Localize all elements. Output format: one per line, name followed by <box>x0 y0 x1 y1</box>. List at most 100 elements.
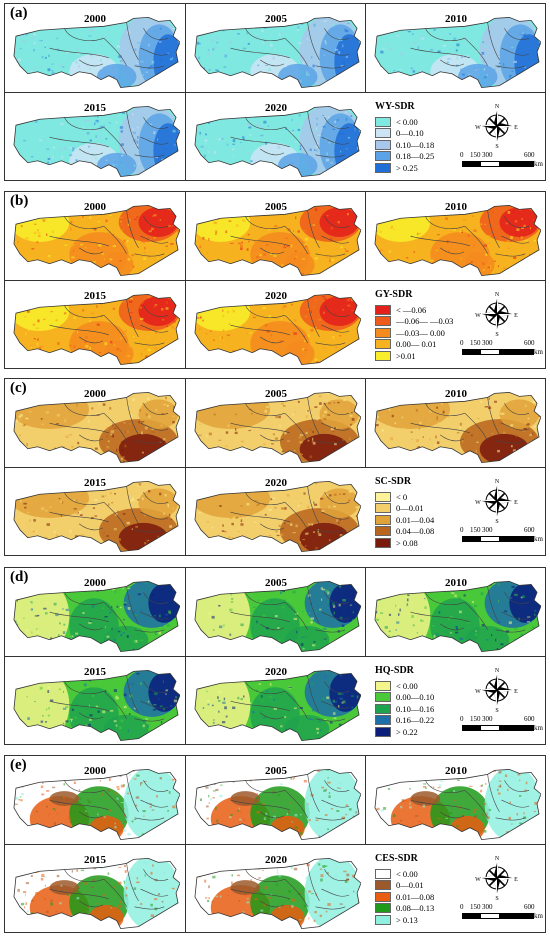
legend-item: 0.01—0.08 <box>375 891 475 903</box>
legend-title: CES-SDR <box>375 853 418 864</box>
legend-label: 0—0.10 <box>396 128 424 139</box>
map-2010 <box>374 205 541 277</box>
panel-label: (e) <box>8 757 29 774</box>
legend: SC-SDR < 0 0—0.01 0.01—0.04 0.04—0.08 > 0.08 <box>375 476 475 549</box>
year-label: 2020 <box>265 102 287 114</box>
year-label: 2015 <box>84 477 106 489</box>
year-label: 2010 <box>445 577 467 589</box>
map-2000 <box>13 205 180 277</box>
legend-swatch <box>375 868 391 879</box>
map-cell-2000: 2000 <box>5 379 185 467</box>
year-label: 2000 <box>84 13 106 25</box>
legend-label: 0.10—0.18 <box>396 139 435 150</box>
legend-label: < 0.00 <box>396 868 418 879</box>
scale-tick-t2: 300 <box>482 903 493 911</box>
legend-label: > 0.08 <box>396 537 418 548</box>
scale-bar: 0 150 300 600 km <box>460 715 545 739</box>
scale-tick-t1: 150 <box>470 903 481 911</box>
map-2000 <box>13 392 180 464</box>
north-arrow-icon: N S E W <box>475 856 518 901</box>
legend-item: 0.00— 0.01 <box>375 339 475 351</box>
legend-label: < —0.06 <box>396 304 427 315</box>
legend-label: < 0.00 <box>396 680 418 691</box>
map-2020 <box>194 294 361 366</box>
map-cell-2005: 2005 <box>185 379 365 467</box>
legend-swatch <box>375 692 391 703</box>
legend-item: < —0.06 <box>375 304 475 316</box>
legend-swatch <box>375 304 391 315</box>
panel-label: (b) <box>8 193 31 210</box>
year-label: 2005 <box>265 388 287 400</box>
compass-e-label: E <box>514 689 518 695</box>
legend-swatch <box>375 914 391 925</box>
year-label: 2005 <box>265 577 287 589</box>
year-label: 2020 <box>265 666 287 678</box>
legend-label: 0.00— 0.01 <box>396 339 437 350</box>
map-cell-2020: 2020 <box>185 845 365 933</box>
legend-swatch <box>375 116 391 127</box>
legend-label: 0.18—0.25 <box>396 151 435 162</box>
map-cell-2010: 2010 <box>365 4 545 92</box>
compass-n-label: N <box>495 668 500 674</box>
legend-item: 0.01—0.04 <box>375 514 475 526</box>
panel-label: (a) <box>8 5 30 22</box>
map-2020 <box>194 106 361 178</box>
scale-bar: 0 150 300 600 km <box>460 903 545 927</box>
map-2015 <box>13 294 180 366</box>
legend-label: 0.16—0.22 <box>396 715 435 726</box>
map-cell-2020: 2020 <box>185 468 365 556</box>
map-2020 <box>194 670 361 742</box>
scale-bar: 0 150 300 600 km <box>460 151 545 175</box>
map-2000 <box>13 769 180 841</box>
map-2015 <box>13 670 180 742</box>
year-label: 2005 <box>265 765 287 777</box>
scale-tick-t3: 600 <box>524 715 535 723</box>
year-label: 2010 <box>445 201 467 213</box>
map-cell-2015: 2015 <box>5 93 185 181</box>
legend-item: 0.08—0.13 <box>375 903 475 915</box>
map-cell-2000: 2000 <box>5 756 185 844</box>
scale-tick-t0: 0 <box>460 526 464 534</box>
legend-swatch <box>375 151 391 162</box>
legend-item: > 0.22 <box>375 726 475 738</box>
map-cell-2005: 2005 <box>185 756 365 844</box>
map-2010 <box>374 581 541 653</box>
legend-title: WY-SDR <box>375 101 415 112</box>
map-cell-2020: 2020 <box>185 657 365 745</box>
compass-n-label: N <box>495 292 500 298</box>
legend-item: < 0.00 <box>375 868 475 880</box>
legend-item: —0.03— 0.00 <box>375 327 475 339</box>
scale-tick-t1: 150 <box>470 339 481 347</box>
legend-label: 0.08—0.13 <box>396 903 435 914</box>
legend-swatch <box>375 880 391 891</box>
scale-tick-t0: 0 <box>460 339 464 347</box>
panel-ces-sdr: 2000 2005 2010 (e) 2015 2020 CES-SDR < 0.00 0—0.… <box>4 755 546 933</box>
legend-item: >0.01 <box>375 350 475 362</box>
year-label: 2020 <box>265 477 287 489</box>
legend-swatch <box>375 514 391 525</box>
compass-n-label: N <box>495 856 500 862</box>
year-label: 2015 <box>84 666 106 678</box>
panel-label: (d) <box>8 569 31 586</box>
map-2000 <box>13 581 180 653</box>
map-2015 <box>13 858 180 930</box>
map-cell-2020: 2020 <box>185 93 365 181</box>
legend-label: < 0.00 <box>396 116 418 127</box>
scale-tick-t3: 600 <box>524 526 535 534</box>
compass-s-label: S <box>495 519 498 524</box>
legend-item: 0—0.01 <box>375 503 475 515</box>
legend-label: > 0.25 <box>396 162 418 173</box>
scale-tick-t3: 600 <box>524 903 535 911</box>
map-2005 <box>194 769 361 841</box>
panel-sc-sdr: 2000 2005 2010 (c) 2015 2020 SC-SDR < 0 0—0.01 0.… <box>4 378 546 556</box>
compass-w-label: W <box>475 313 481 319</box>
legend-item: > 0.08 <box>375 537 475 549</box>
year-label: 2000 <box>84 577 106 589</box>
legend: GY-SDR < —0.06 —0.06— —0.03 —0.03— 0.00 0.00… <box>375 289 475 362</box>
map-cell-2020: 2020 <box>185 281 365 369</box>
legend-swatch <box>375 891 391 902</box>
scale-bar: 0 150 300 600 km <box>460 339 545 363</box>
legend-swatch <box>375 680 391 691</box>
map-cell-2010: 2010 <box>365 192 545 280</box>
map-2015 <box>13 481 180 553</box>
